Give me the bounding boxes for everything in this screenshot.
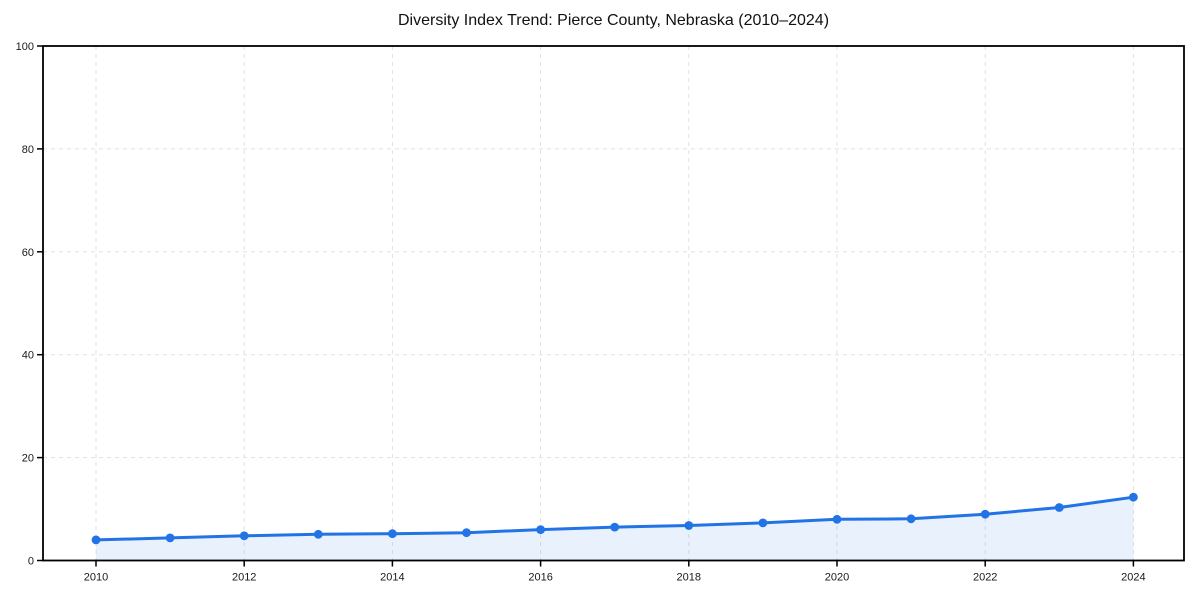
data-point: [906, 514, 916, 524]
chart-title: Diversity Index Trend: Pierce County, Ne…: [397, 12, 830, 29]
data-point: [610, 522, 620, 532]
x-tick-label: 2016: [528, 572, 552, 584]
data-point: [388, 529, 397, 539]
data-point: [980, 509, 990, 519]
data-point: [165, 533, 175, 543]
plot-frame: [42, 45, 1185, 562]
x-tick-label: 2012: [232, 572, 256, 584]
data-point: [684, 521, 694, 530]
y-tick-label: 0: [28, 556, 34, 568]
x-tick-label: 2014: [380, 572, 404, 584]
data-point: [239, 531, 249, 541]
data-point: [1054, 503, 1064, 512]
y-tick-label: 100: [16, 41, 34, 53]
y-tick-label: 80: [22, 144, 34, 156]
x-tick-label: 2024: [1121, 572, 1145, 584]
data-point: [832, 514, 842, 524]
data-point: [462, 528, 471, 538]
y-tick-label: 20: [22, 453, 34, 465]
data-point: [758, 518, 768, 528]
data-point: [536, 525, 545, 534]
data-point: [1129, 492, 1138, 502]
y-tick-label: 60: [22, 247, 34, 259]
data-point: [313, 529, 323, 539]
x-tick-label: 2018: [677, 572, 701, 584]
y-tick-label: 40: [22, 350, 34, 362]
x-tick-label: 2020: [825, 572, 849, 584]
x-tick-label: 2010: [84, 572, 108, 584]
x-tick-label: 2022: [973, 572, 997, 584]
data-point: [91, 535, 101, 545]
